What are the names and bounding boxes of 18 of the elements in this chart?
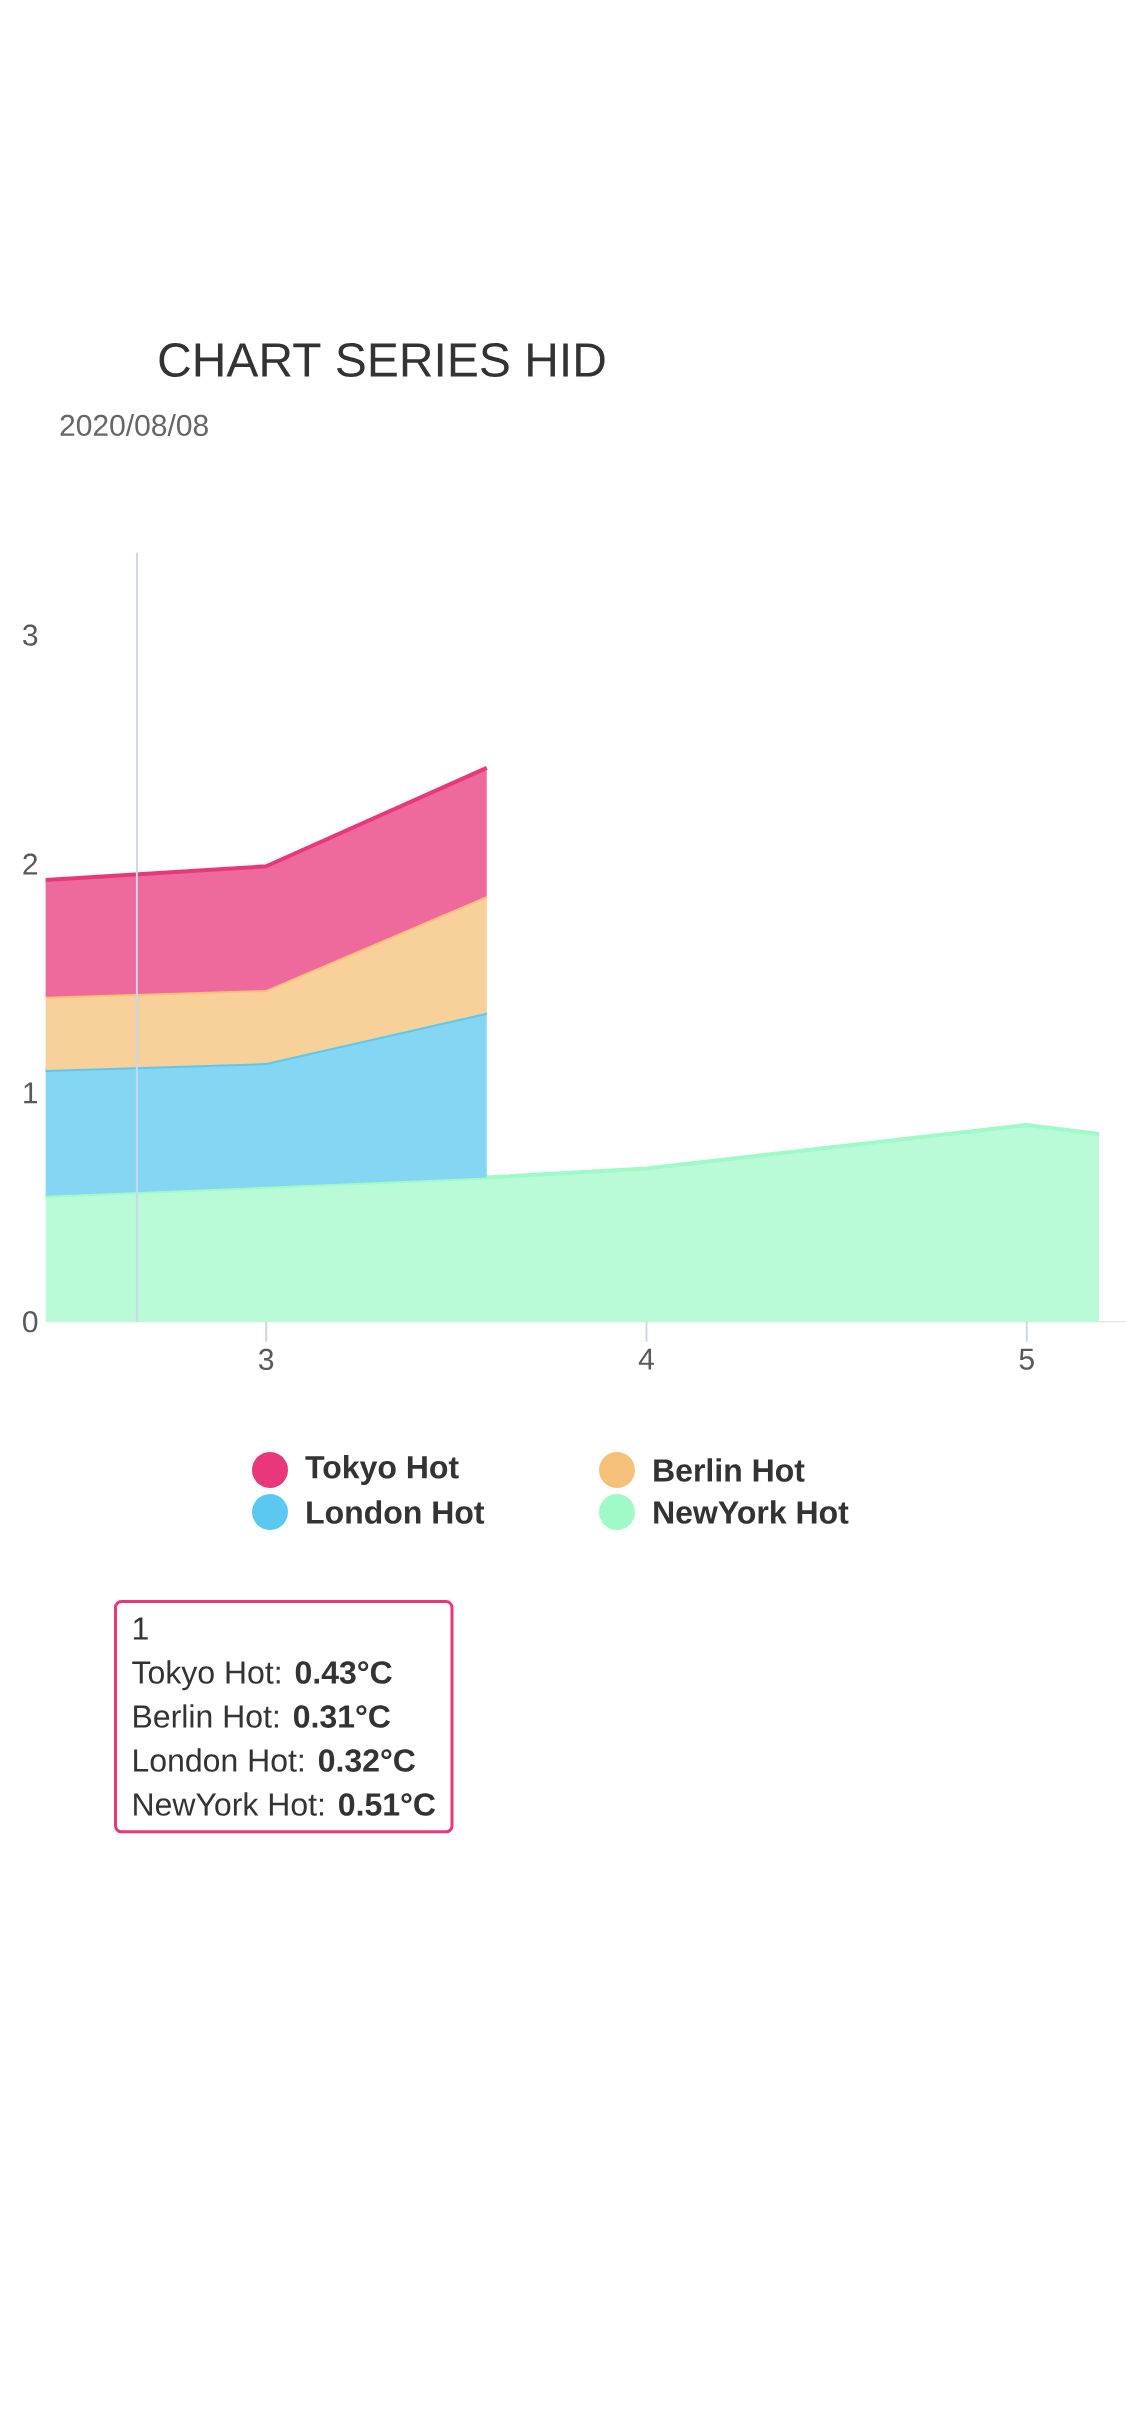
legend-label: Berlin Hot: [654, 1458, 805, 1482]
y-tick-label: 1: [24, 1082, 38, 1104]
text: NewYork Hot: 0.51°C: [134, 1792, 436, 1816]
y-tick-label: 0: [23, 1311, 38, 1333]
text: 1: [133, 1617, 148, 1640]
legend-label: Tokyo Hot: [305, 1455, 459, 1485]
text: Tokyo Hot: 0.43°C: [132, 1660, 392, 1691]
x-tick-label: 5: [1019, 1348, 1034, 1370]
text: London Hot: 0.32°C: [134, 1748, 416, 1772]
x-tick-label: 3: [258, 1348, 274, 1371]
legend-label: London Hot: [307, 1500, 485, 1524]
y-tick-label: 2: [23, 853, 38, 875]
chart-title: CHART SERIES HID: [159, 343, 605, 378]
chart-subtitle: 2020/08/08: [60, 414, 208, 437]
text: Berlin Hot: 0.31°C: [134, 1704, 391, 1728]
legend-label: NewYork Hot: [654, 1500, 849, 1524]
y-tick-label: 3: [23, 624, 38, 646]
x-tick-label: 4: [638, 1348, 654, 1370]
